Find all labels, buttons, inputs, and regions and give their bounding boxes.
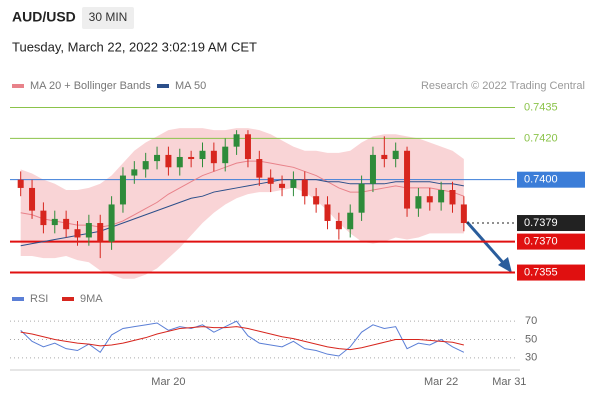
ma-line — [20, 179, 464, 247]
candle-body — [347, 212, 354, 230]
legend-swatch — [62, 297, 74, 301]
level-box — [517, 215, 585, 232]
level-label: 0.7420 — [524, 132, 558, 144]
candle-body — [199, 150, 206, 160]
x-tick-label: Mar 31 — [492, 376, 526, 388]
candle-body — [335, 220, 342, 230]
candle-body — [29, 187, 36, 211]
level-label: 0.7379 — [524, 217, 558, 229]
legend-label: MA 20 + Bollinger Bands — [30, 80, 151, 92]
legend-label: RSI — [30, 293, 48, 305]
candle-body — [119, 175, 126, 205]
candle-body — [17, 179, 24, 188]
candle-body — [51, 218, 58, 226]
candle-body — [301, 179, 308, 197]
candle-body — [108, 204, 115, 242]
level-label: 0.7435 — [524, 101, 558, 113]
candle-body — [154, 154, 161, 162]
candle-body — [233, 134, 240, 147]
candle-body — [63, 218, 70, 230]
symbol: AUD/USD — [12, 9, 76, 25]
candle-body — [142, 161, 149, 170]
candle-body — [449, 190, 456, 205]
candle-body — [392, 150, 399, 160]
y-tick-label: 50 — [525, 333, 537, 345]
indicator-line — [20, 326, 464, 351]
candle-body — [381, 154, 388, 160]
forecast-arrow — [465, 221, 508, 267]
candle-body — [97, 223, 104, 242]
candle-body — [279, 183, 286, 188]
x-tick-label: Mar 22 — [424, 376, 458, 388]
level-label: 0.7400 — [524, 174, 558, 186]
ma-line — [20, 160, 465, 228]
candle-body — [85, 223, 92, 238]
candle-body — [290, 179, 297, 188]
candle-body — [358, 183, 365, 213]
datetime: Tuesday, March 22, 2022 3:02:19 AM CET — [12, 39, 257, 54]
candle-body — [460, 204, 467, 224]
candle-body — [74, 229, 81, 238]
candle-body — [222, 146, 229, 164]
level-box — [517, 233, 585, 250]
y-tick-label: 70 — [525, 315, 537, 327]
candle-body — [324, 204, 331, 221]
indicator-line — [20, 320, 465, 357]
candle-body — [188, 156, 195, 160]
candle-body — [40, 210, 47, 226]
candle-body — [165, 154, 172, 168]
level-label: 0.7355 — [524, 266, 558, 278]
candle-body — [210, 150, 217, 164]
candle-body — [131, 169, 138, 176]
candle-body — [313, 196, 320, 205]
candle-body — [404, 150, 411, 209]
candle-body — [176, 156, 183, 168]
candle-body — [438, 190, 445, 203]
candle-body — [426, 196, 433, 203]
candle-body — [256, 159, 263, 178]
y-tick-label: 30 — [525, 352, 537, 364]
candle-body — [267, 177, 274, 184]
candle-body — [369, 154, 376, 184]
legend-swatch — [157, 84, 169, 88]
timeframe: 30 MIN — [89, 10, 128, 24]
legend-swatch — [12, 297, 24, 301]
legend-label: MA 50 — [175, 80, 206, 92]
legend-swatch — [12, 84, 24, 88]
level-box — [517, 171, 585, 188]
level-box — [517, 264, 585, 281]
credit: Research © 2022 Trading Central — [421, 80, 585, 92]
timeframe-box — [82, 7, 134, 29]
x-tick-label: Mar 20 — [151, 376, 185, 388]
candle-body — [244, 134, 251, 160]
level-label: 0.7370 — [524, 236, 558, 248]
candle-body — [415, 196, 422, 209]
arrow-head — [498, 257, 512, 273]
legend-label: 9MA — [80, 293, 103, 305]
